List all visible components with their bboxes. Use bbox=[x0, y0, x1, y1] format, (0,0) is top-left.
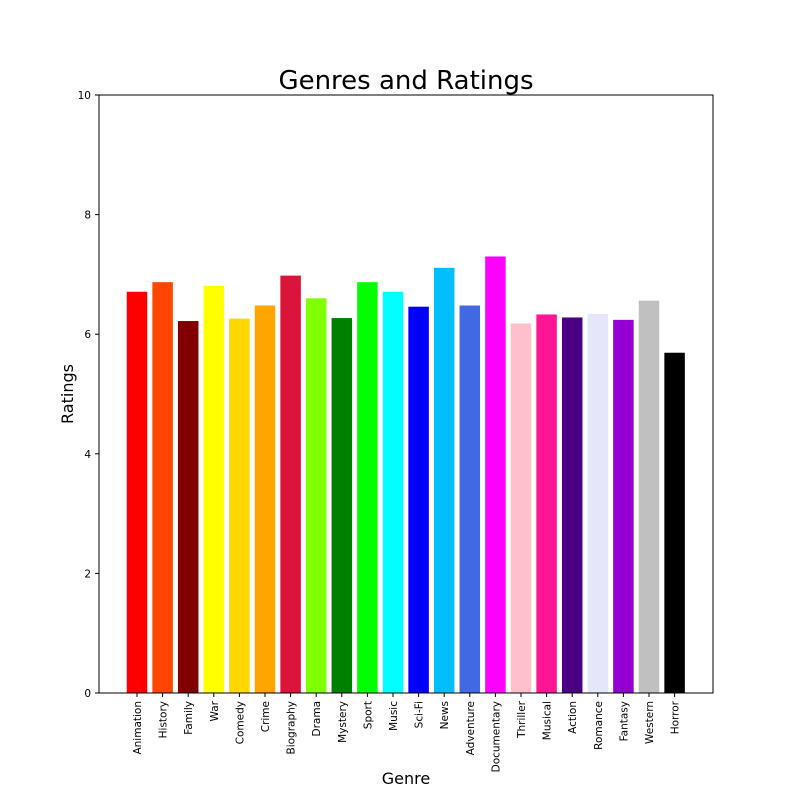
x-tick-label: Crime bbox=[260, 701, 272, 732]
x-tick-label: Adventure bbox=[465, 701, 477, 755]
bar-mystery bbox=[331, 318, 353, 693]
bar-documentary bbox=[485, 256, 506, 693]
y-axis: 0 2 4 6 8 10 bbox=[78, 90, 99, 700]
x-tick-label: War bbox=[209, 700, 221, 721]
x-tick-label: Documentary bbox=[490, 701, 502, 772]
x-axis-label: Genre bbox=[382, 769, 430, 788]
bar-comedy bbox=[229, 318, 250, 693]
x-tick-label: Animation bbox=[132, 701, 144, 755]
bar-horror bbox=[664, 352, 685, 693]
x-tick-label: Music bbox=[388, 701, 400, 731]
x-tick-label: Sport bbox=[362, 701, 374, 729]
bar-romance bbox=[587, 313, 609, 693]
chart-title: Genres and Ratings bbox=[278, 66, 533, 96]
x-tick-label: Comedy bbox=[234, 701, 246, 744]
bar-sport bbox=[357, 282, 378, 693]
bars-group bbox=[126, 256, 685, 693]
bar-animation bbox=[126, 291, 148, 693]
x-axis: Animation History Family War Comedy Crime Biog… bbox=[132, 693, 682, 772]
x-tick-label: Drama bbox=[311, 701, 323, 737]
bar-biography bbox=[280, 275, 301, 693]
x-tick-label: History bbox=[158, 701, 170, 738]
y-tick-label: 10 bbox=[78, 90, 91, 102]
x-tick-label: Thriller bbox=[516, 700, 528, 739]
x-tick-label: Western bbox=[644, 701, 656, 744]
bar-history bbox=[152, 282, 173, 693]
y-tick-label: 8 bbox=[84, 210, 91, 222]
bar-western bbox=[638, 300, 660, 693]
x-tick-label: Action bbox=[567, 701, 579, 734]
bar-adventure bbox=[459, 305, 481, 693]
x-tick-label: Family bbox=[183, 701, 195, 735]
y-tick-label: 4 bbox=[84, 449, 91, 461]
y-tick-label: 0 bbox=[84, 688, 91, 700]
bar-family bbox=[177, 321, 199, 693]
x-tick-label: Biography bbox=[286, 701, 298, 755]
x-tick-label: News bbox=[439, 701, 451, 729]
bar-drama bbox=[305, 298, 327, 693]
bar-action bbox=[561, 317, 583, 693]
x-tick-label: Musical bbox=[542, 701, 554, 740]
bar-fantasy bbox=[613, 319, 634, 693]
bar-news bbox=[433, 267, 455, 693]
x-tick-label: Mystery bbox=[337, 701, 349, 743]
bar-crime bbox=[254, 305, 276, 693]
bar-music bbox=[382, 291, 404, 693]
x-tick-label: Fantasy bbox=[618, 701, 630, 741]
y-tick-label: 6 bbox=[84, 329, 91, 341]
x-tick-label: Romance bbox=[593, 701, 605, 750]
y-axis-label: Ratings bbox=[58, 364, 77, 424]
x-tick-label: Horror bbox=[670, 700, 682, 734]
bar-musical bbox=[536, 314, 557, 693]
bar-war bbox=[203, 285, 225, 693]
y-tick-label: 2 bbox=[84, 568, 91, 580]
bar-sci-fi bbox=[408, 306, 429, 693]
plot-frame bbox=[98, 94, 714, 694]
x-tick-label: Sci-Fi bbox=[414, 701, 426, 728]
bar-thriller bbox=[510, 323, 532, 693]
